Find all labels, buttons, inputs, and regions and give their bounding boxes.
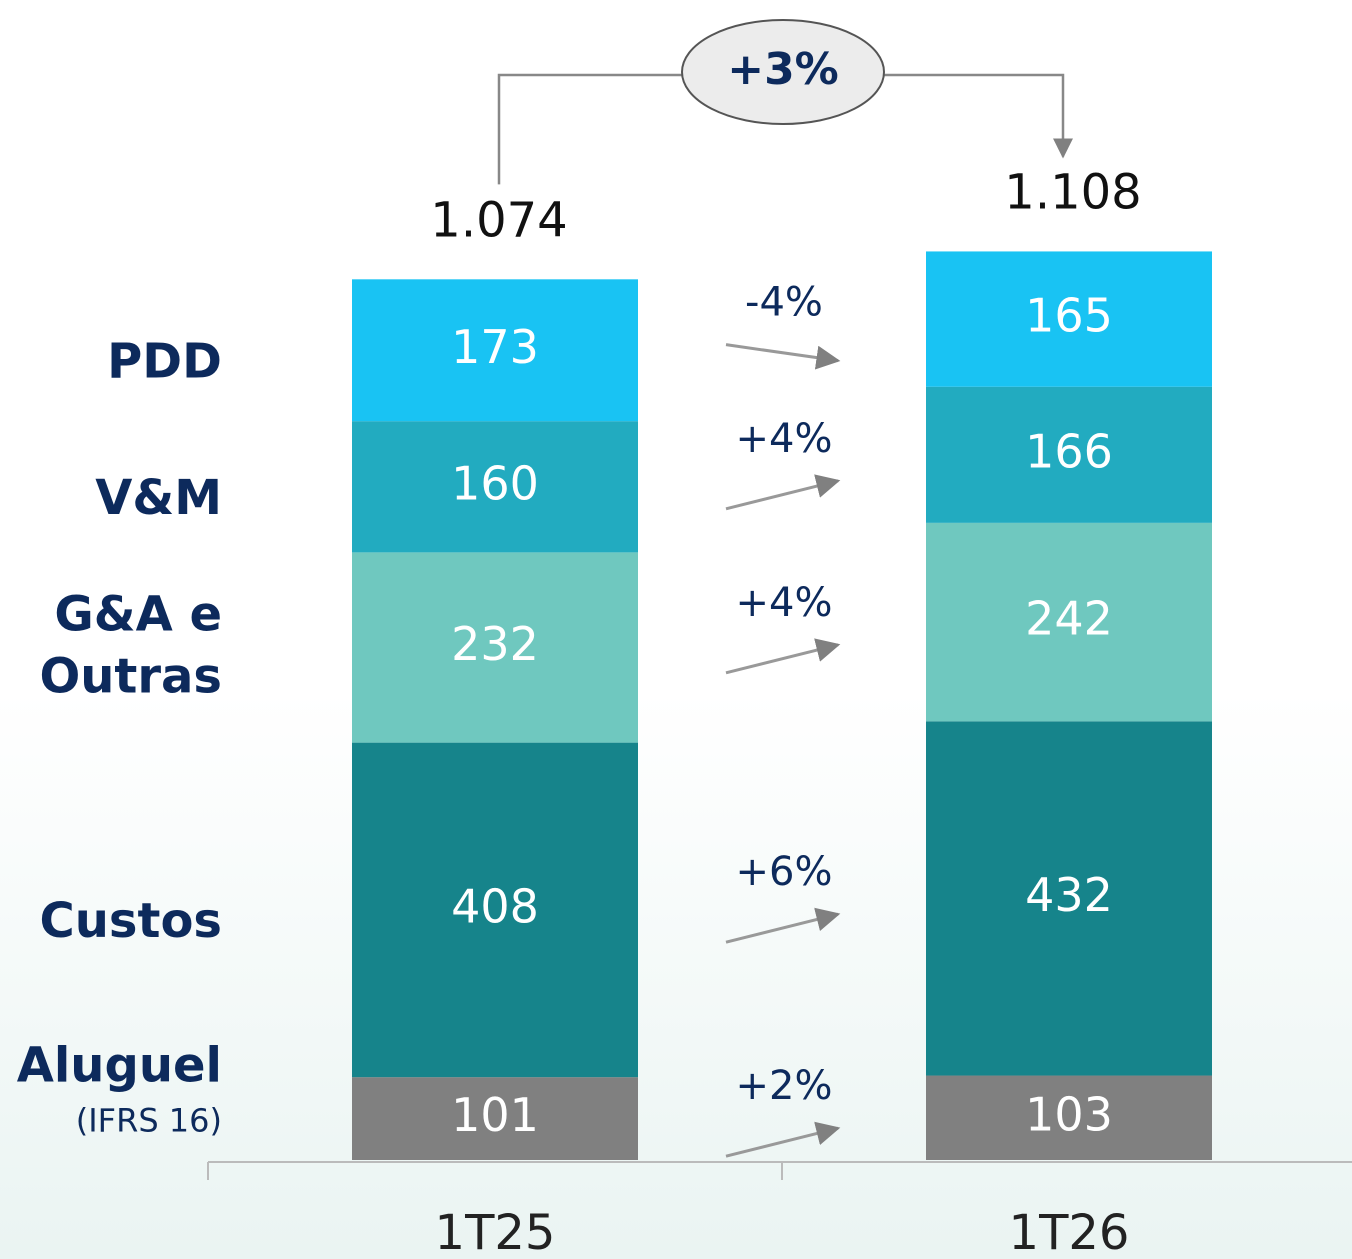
- bar-segment: [352, 552, 638, 743]
- x-tick-label: 1T25: [435, 1205, 556, 1259]
- total-label: 1.074: [430, 192, 567, 248]
- change-label: +2%: [736, 1063, 833, 1109]
- change-arrow: [725, 638, 841, 675]
- total-change-label: +3%: [727, 44, 839, 95]
- change-arrow: [725, 343, 841, 370]
- change-arrow: [725, 1121, 841, 1158]
- bar-segment: [352, 1077, 638, 1160]
- bar-segment: [926, 522, 1212, 722]
- segment-label: 232: [451, 617, 539, 671]
- bar-segment: [926, 251, 1212, 387]
- total-label: 1.108: [1004, 164, 1141, 220]
- bar-segment: [926, 1075, 1212, 1160]
- segment-label: 165: [1025, 289, 1113, 343]
- change-label: -4%: [745, 280, 823, 326]
- change-arrow: [725, 474, 841, 511]
- segment-label: 160: [451, 456, 539, 510]
- series-sublabel: (IFRS 16): [76, 1102, 222, 1140]
- change-label: +4%: [736, 580, 833, 626]
- series-label: G&A e Outras: [39, 587, 222, 705]
- segment-label: 101: [451, 1088, 539, 1142]
- change-arrow: [725, 907, 841, 944]
- series-label: V&M: [95, 470, 222, 526]
- segment-label: 408: [451, 879, 539, 933]
- segment-label: 103: [1025, 1087, 1113, 1141]
- x-tick-label: 1T26: [1009, 1205, 1130, 1259]
- segment-label: 242: [1025, 592, 1113, 646]
- bar-segment: [926, 721, 1212, 1076]
- series-label: Aluguel: [17, 1038, 222, 1094]
- bar-segment: [352, 421, 638, 553]
- bar-segment: [352, 279, 638, 422]
- total-change-badge: [681, 19, 885, 125]
- bar-segment: [352, 742, 638, 1078]
- segment-label: 166: [1025, 424, 1113, 478]
- series-label: PDD: [107, 333, 222, 389]
- bar-segment: [926, 386, 1212, 523]
- change-label: +6%: [736, 849, 833, 895]
- segment-label: 173: [451, 320, 539, 374]
- change-label: +4%: [736, 416, 833, 462]
- series-label: Custos: [40, 893, 222, 949]
- segment-label: 432: [1025, 868, 1113, 922]
